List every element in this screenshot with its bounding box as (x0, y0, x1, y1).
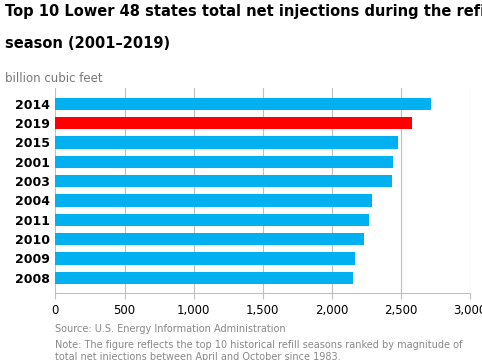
Bar (55, 98, 431, 110)
Text: season (2001–2019): season (2001–2019) (5, 36, 170, 51)
Text: Source: U.S. Energy Information Administration: Source: U.S. Energy Information Administ… (55, 324, 286, 334)
Bar (55, 117, 412, 130)
Bar (55, 252, 355, 265)
Bar (55, 233, 363, 246)
Bar (55, 194, 372, 207)
Bar (55, 213, 369, 226)
Bar (55, 136, 398, 149)
Text: Top 10 Lower 48 states total net injections during the refill: Top 10 Lower 48 states total net injecti… (5, 4, 482, 19)
Bar (55, 271, 353, 284)
Text: billion cubic feet: billion cubic feet (5, 72, 103, 85)
Bar (55, 156, 392, 168)
Bar (55, 175, 392, 188)
Text: Note: The figure reflects the top 10 historical refill seasons ranked by magnitu: Note: The figure reflects the top 10 his… (55, 340, 463, 360)
